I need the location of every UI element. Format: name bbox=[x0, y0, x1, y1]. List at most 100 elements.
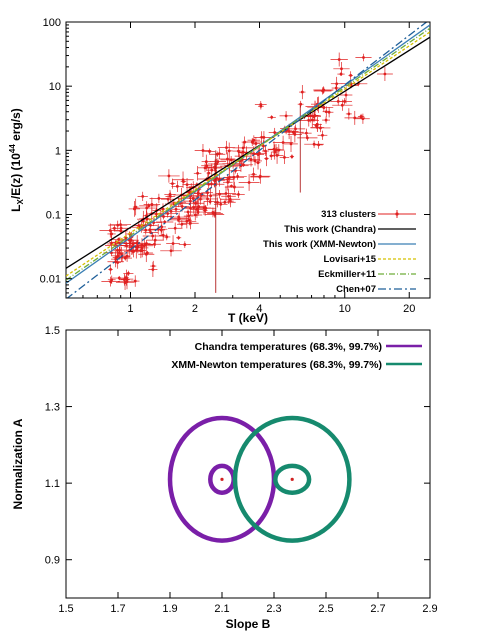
cluster-point bbox=[155, 212, 158, 216]
cluster-point bbox=[256, 161, 260, 165]
cluster-point bbox=[313, 113, 317, 117]
cluster-point bbox=[114, 260, 118, 264]
cluster-point bbox=[145, 242, 148, 245]
cluster-point bbox=[284, 114, 288, 118]
cluster-point bbox=[153, 238, 157, 242]
cluster-point bbox=[196, 171, 200, 175]
cluster-point bbox=[191, 197, 195, 200]
cluster-point bbox=[258, 151, 261, 155]
y-tick-label: 0.01 bbox=[40, 274, 61, 286]
cluster-point bbox=[194, 201, 197, 205]
cluster-point bbox=[335, 82, 339, 86]
cluster-point bbox=[337, 58, 341, 61]
legend-label: Lovisari+15 bbox=[323, 254, 376, 265]
cluster-point bbox=[161, 233, 165, 237]
cluster-point bbox=[227, 149, 231, 153]
x-tick-label: 1.9 bbox=[162, 603, 177, 615]
cluster-point bbox=[162, 215, 165, 218]
cluster-point bbox=[167, 174, 171, 178]
cluster-point bbox=[151, 234, 155, 238]
cluster-point bbox=[290, 155, 294, 158]
cluster-point bbox=[185, 183, 189, 187]
cluster-point bbox=[241, 150, 245, 154]
cluster-point bbox=[216, 160, 220, 164]
cluster-point bbox=[305, 131, 308, 135]
cluster-point bbox=[210, 168, 214, 172]
x-tick-label: 2.9 bbox=[422, 603, 437, 615]
cluster-point bbox=[177, 215, 181, 219]
cluster-point bbox=[201, 149, 205, 152]
cluster-point bbox=[205, 164, 209, 168]
cluster-point bbox=[321, 133, 324, 137]
bottom-axis-ticks: 1.5 1.7 1.9 2.1 2.3 2.5 2.7 2.9 0.9 1.1 1.3 1.5 bbox=[45, 325, 438, 615]
cluster-point bbox=[119, 226, 123, 230]
cluster-point bbox=[273, 131, 277, 134]
cluster-point bbox=[157, 196, 161, 200]
cluster-point bbox=[187, 218, 191, 222]
cluster-point bbox=[319, 126, 322, 130]
confidence-contours-panel: 1.5 1.7 1.9 2.1 2.3 2.5 2.7 2.9 0.9 1.1 1.3 1.5 Slo… bbox=[11, 325, 438, 631]
cluster-point bbox=[141, 194, 145, 198]
cluster-point bbox=[321, 89, 325, 93]
cluster-point bbox=[165, 235, 169, 239]
cluster-point bbox=[125, 254, 129, 258]
cluster-point bbox=[260, 135, 264, 139]
cluster-point bbox=[237, 149, 240, 153]
x-tick-label: 1.5 bbox=[58, 603, 73, 615]
cluster-point bbox=[177, 236, 181, 240]
cluster-point bbox=[217, 152, 221, 156]
cluster-point bbox=[349, 73, 353, 77]
cluster-point bbox=[293, 132, 297, 136]
cluster-point bbox=[189, 206, 192, 210]
cluster-point bbox=[252, 172, 255, 176]
x-tick-label: 2 bbox=[192, 303, 198, 315]
cluster-point bbox=[197, 205, 201, 208]
fit-lines bbox=[66, 22, 430, 298]
bottom-x-axis-label: Slope B bbox=[226, 617, 271, 631]
contour-99-7pct bbox=[232, 415, 352, 543]
cluster-point bbox=[209, 194, 213, 198]
top-legend: 313 clusters This work (Chandra) This work… bbox=[263, 209, 416, 295]
cluster-point bbox=[173, 226, 177, 230]
lx-t-relation-panel: 1 2 4 10 20 0.01 0.1 1 10 100 T (keV) LX/E(z) (10… bbox=[8, 17, 431, 325]
cluster-point bbox=[264, 149, 267, 153]
cluster-point bbox=[147, 204, 151, 208]
cluster-point bbox=[270, 115, 274, 119]
cluster-point bbox=[225, 146, 228, 149]
cluster-point bbox=[202, 206, 206, 210]
cluster-point bbox=[169, 209, 173, 213]
cluster-point bbox=[189, 221, 192, 225]
cluster-point bbox=[142, 244, 146, 248]
cluster-point bbox=[250, 140, 254, 144]
cluster-point bbox=[110, 278, 114, 282]
cluster-point bbox=[208, 200, 212, 203]
cluster-point bbox=[249, 158, 253, 161]
cluster-point bbox=[310, 118, 314, 122]
fit-line-eckmiller-11 bbox=[66, 27, 430, 281]
y-tick-label: 0.1 bbox=[46, 210, 61, 222]
cluster-point bbox=[219, 202, 223, 206]
cluster-point bbox=[230, 184, 233, 188]
cluster-point bbox=[254, 142, 258, 146]
cluster-point bbox=[132, 250, 136, 253]
cluster-point bbox=[204, 160, 208, 164]
cluster-point bbox=[340, 103, 344, 107]
x-tick-label: 4 bbox=[256, 303, 262, 315]
cluster-point bbox=[307, 119, 311, 122]
cluster-point bbox=[163, 220, 167, 224]
cluster-point bbox=[324, 110, 328, 114]
contours bbox=[167, 415, 352, 543]
cluster-point bbox=[362, 56, 365, 59]
cluster-point bbox=[131, 242, 135, 246]
best-fit-point bbox=[290, 477, 294, 481]
cluster-point bbox=[340, 67, 343, 71]
x-tick-label: 2.7 bbox=[370, 603, 385, 615]
cluster-point bbox=[144, 252, 148, 256]
y-tick-label: 10 bbox=[49, 81, 61, 93]
cluster-point bbox=[196, 191, 200, 195]
cluster-point bbox=[169, 249, 173, 253]
cluster-point bbox=[241, 146, 245, 150]
cluster-point bbox=[242, 163, 245, 167]
y-tick-label: 1.1 bbox=[45, 478, 60, 490]
x-tick-label: 1.7 bbox=[110, 603, 125, 615]
